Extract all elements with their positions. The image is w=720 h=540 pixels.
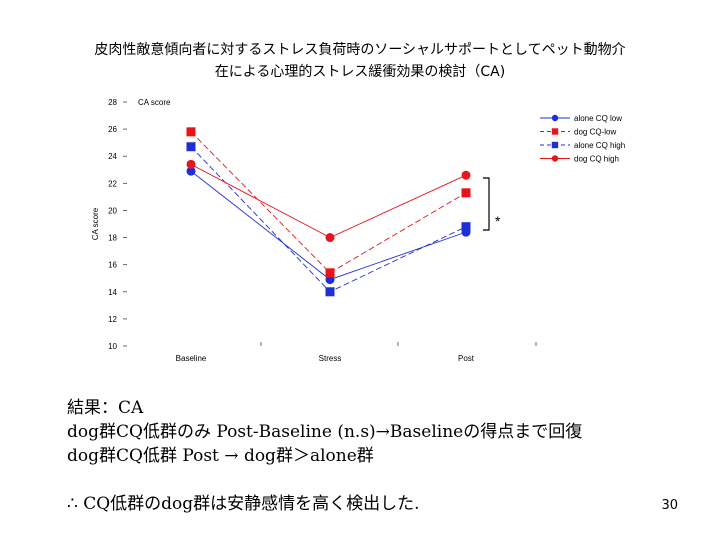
x-tick-label: Stress — [319, 354, 342, 363]
data-point — [325, 233, 335, 243]
page-number: 30 — [661, 498, 678, 513]
y-tick-label: 26 — [108, 125, 117, 134]
line-chart: 10 12 14 16 18 20 22 24 26 28 CA score CA score Base… — [91, 98, 625, 363]
legend-marker — [551, 114, 559, 122]
x-tick-label: Baseline — [176, 354, 207, 363]
series-line — [190, 170, 467, 281]
legend-label: dog CQ-low — [574, 128, 616, 137]
data-point — [325, 268, 335, 278]
y-tick-label: 28 — [108, 98, 117, 107]
y-tick-label: 18 — [108, 234, 117, 243]
series-line — [190, 163, 467, 239]
legend-marker — [551, 141, 559, 149]
y-tick-label: 16 — [108, 261, 117, 270]
legend-label: alone CQ high — [574, 141, 625, 150]
slide-title-line2: 在による心理的ストレス緩衝効果の検討（CA) — [214, 64, 506, 80]
data-point — [186, 127, 196, 137]
y-tick-label: 24 — [108, 152, 117, 161]
slide-title-line1: 皮肉性敵意傾向者に対するストレス負荷時のソーシャルサポートとしてペット動物介 — [94, 42, 626, 58]
y-tick-label: 20 — [108, 206, 117, 215]
y-axis-label: CA score — [91, 207, 100, 240]
data-point — [325, 287, 335, 297]
legend-label: alone CQ low — [574, 114, 622, 123]
data-point — [461, 222, 471, 232]
chart-top-label: CA score — [138, 98, 171, 107]
data-point — [186, 159, 196, 169]
y-tick-label: 22 — [108, 179, 117, 188]
data-point — [186, 166, 196, 176]
significance-bracket — [483, 177, 490, 231]
series-line — [190, 131, 467, 274]
legend-marker — [551, 155, 559, 162]
result-heading: 結果：CA — [67, 398, 144, 418]
result-conclusion: ∴ CQ低群のdog群は安静感情を高く検出した. — [67, 494, 420, 514]
y-tick-label: 12 — [108, 315, 117, 324]
data-point — [461, 170, 471, 180]
x-tick-label: Post — [458, 354, 475, 363]
data-point — [325, 275, 335, 285]
data-point — [186, 142, 196, 152]
data-point — [461, 188, 471, 198]
result-line-1: dog群CQ低群のみ Post-Baseline (n.s)→Baselineの… — [67, 422, 583, 442]
y-tick-label: 10 — [108, 342, 117, 351]
y-tick-label: 14 — [108, 288, 117, 297]
legend-label: dog CQ high — [574, 155, 619, 164]
result-line-2: dog群CQ低群 Post → dog群＞alone群 — [67, 446, 374, 466]
significance-asterisk: * — [495, 213, 501, 229]
legend-marker — [551, 128, 559, 135]
